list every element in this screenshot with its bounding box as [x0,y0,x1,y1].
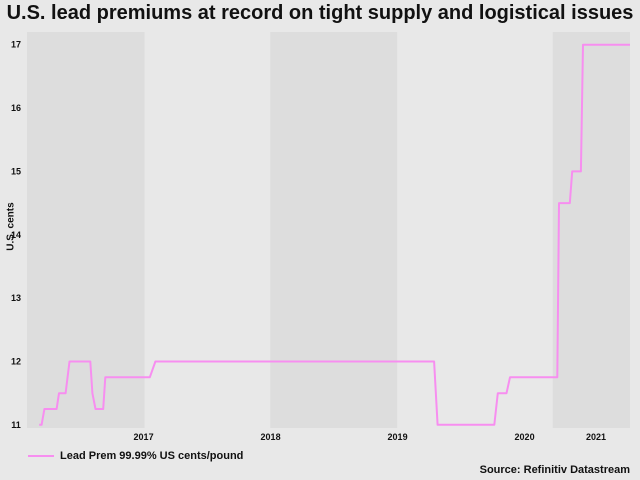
shaded-band-2 [552,32,630,428]
y-tick-label: 13 [11,293,21,303]
y-tick-label: 14 [11,230,21,240]
series-line-0 [39,43,630,426]
legend-label: Lead Prem 99.99% US cents/pound [60,450,244,462]
x-tick-label: 2019 [388,432,408,442]
legend-swatch [28,455,54,457]
x-tick-label: 2021 [586,432,606,442]
y-tick-label: 12 [11,356,21,366]
y-tick-label: 17 [11,40,21,50]
x-tick-label: 2018 [261,432,281,442]
y-tick-label: 16 [11,103,21,113]
shaded-band-0 [27,32,145,428]
y-tick-label: 11 [11,420,21,430]
x-tick-label: 2017 [134,432,154,442]
source-note: Source: Refinitiv Datastream [479,464,630,476]
y-tick-label: 15 [11,166,21,176]
x-tick-label: 2020 [515,432,535,442]
legend: Lead Prem 99.99% US cents/pound [28,450,243,462]
shaded-band-1 [270,32,398,428]
chart-title: U.S. lead premiums at record on tight su… [6,2,634,24]
